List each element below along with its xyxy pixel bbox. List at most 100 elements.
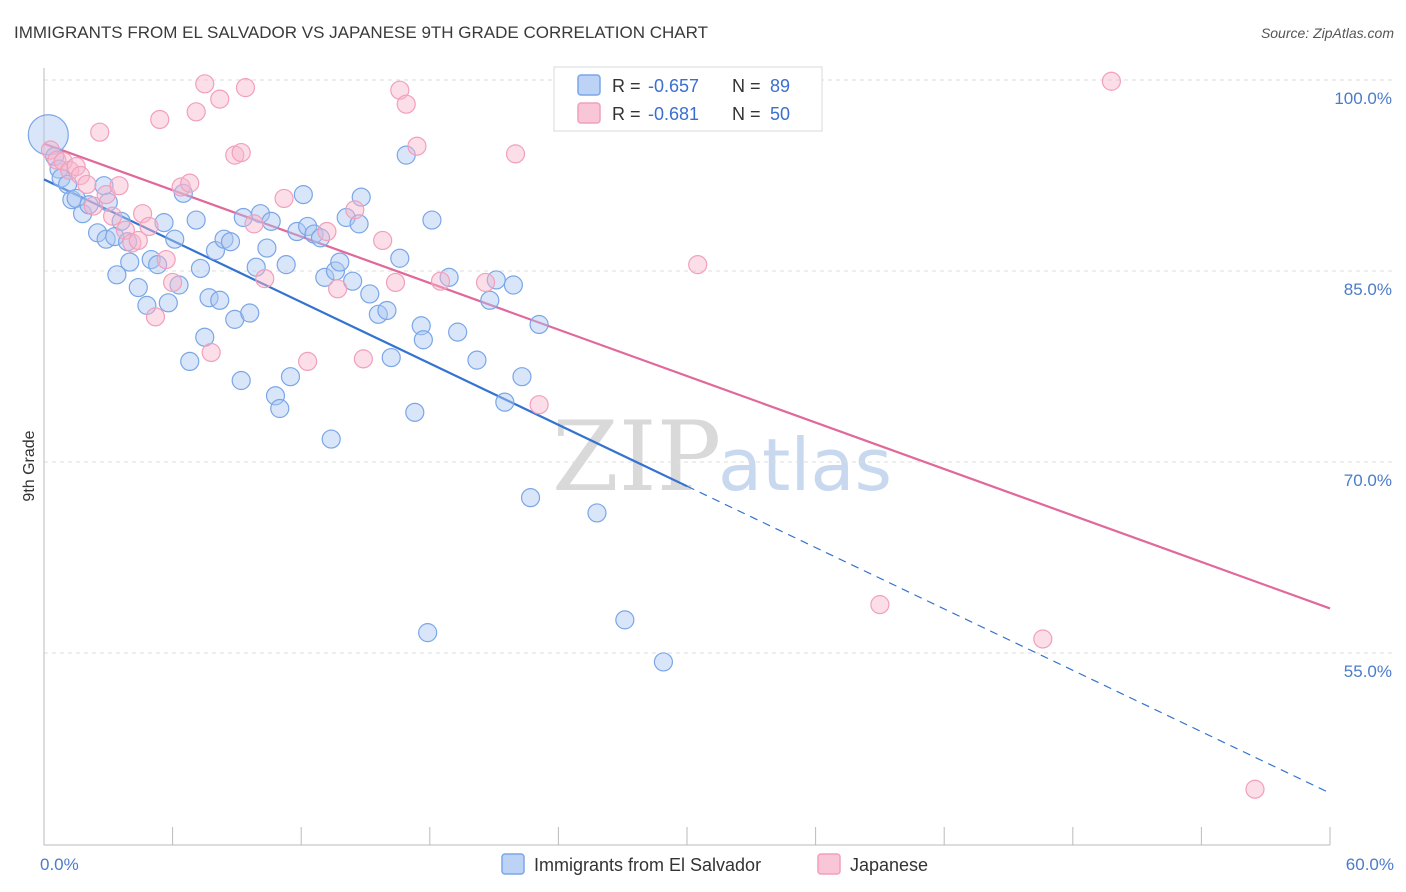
point-japanese: [407, 136, 427, 156]
point-japanese: [396, 94, 416, 114]
x-tick-label-start: 0.0%: [40, 855, 79, 874]
point-japanese: [385, 272, 406, 293]
watermark-atlas: atlas: [718, 423, 892, 507]
legend-n-label-el-salvador: N =: [732, 76, 761, 96]
point-japanese: [90, 122, 110, 142]
legend-swatch-japanese: [577, 102, 601, 124]
point-el-salvador: [261, 211, 281, 231]
point-el-salvador: [231, 370, 251, 391]
point-el-salvador: [512, 367, 532, 387]
point-japanese: [688, 255, 708, 275]
watermark-zip: ZIP: [552, 401, 721, 513]
point-japanese: [373, 230, 393, 251]
point-japanese: [1033, 629, 1053, 649]
point-japanese: [40, 140, 61, 160]
point-el-salvador: [653, 652, 674, 672]
grid: [44, 79, 1392, 654]
trend-line-el-salvador: [43, 178, 688, 488]
trend-line-el-salvador-extension: [686, 485, 1331, 794]
y-tick-label: 85.0%: [1344, 280, 1392, 299]
y-tick-label: 55.0%: [1344, 662, 1392, 681]
point-el-salvador: [330, 252, 350, 272]
point-el-salvador: [418, 623, 438, 643]
legend-r-value-japanese: -0.681: [648, 104, 699, 124]
point-el-salvador: [381, 347, 401, 368]
point-japanese: [345, 200, 365, 220]
point-japanese: [210, 89, 230, 109]
point-el-salvador: [180, 351, 200, 372]
point-el-salvador: [190, 258, 211, 279]
point-japanese: [163, 272, 183, 293]
point-japanese: [180, 173, 200, 193]
point-el-salvador: [186, 210, 206, 230]
point-el-salvador: [390, 248, 410, 268]
point-japanese: [235, 78, 256, 98]
point-japanese: [430, 271, 451, 291]
point-el-salvador: [250, 204, 271, 224]
point-el-salvador: [298, 216, 318, 237]
chart-source: Source: ZipAtlas.com: [1261, 25, 1394, 41]
point-japanese: [150, 109, 170, 130]
point-el-salvador: [343, 271, 363, 291]
legend-n-label-japanese: N =: [732, 104, 761, 124]
legend-n-value-japanese: 50: [770, 104, 790, 124]
point-el-salvador: [360, 284, 380, 304]
point-el-salvador: [210, 290, 230, 310]
point-el-salvador: [280, 367, 301, 387]
point-japanese: [128, 230, 148, 251]
point-japanese: [390, 80, 410, 100]
point-japanese: [145, 307, 166, 327]
point-el-salvador: [520, 488, 541, 508]
point-el-salvador: [220, 232, 241, 252]
point-el-salvador: [422, 210, 442, 230]
point-el-salvador: [405, 402, 425, 422]
point-el-salvador: [321, 429, 341, 449]
point-el-salvador: [448, 322, 468, 342]
trend-lines: [43, 142, 1331, 794]
y-tick-label: 100.0%: [1334, 89, 1392, 108]
point-el-salvador: [529, 314, 549, 335]
point-japanese: [231, 142, 251, 163]
point-el-salvador: [257, 238, 277, 258]
point-japanese: [102, 206, 123, 226]
point-el-salvador: [120, 252, 140, 272]
point-japanese: [1101, 71, 1121, 91]
axes: 100.0% 85.0% 70.0% 55.0% 0.0% 60.0%: [40, 68, 1394, 874]
point-japanese: [317, 221, 337, 242]
point-japanese: [255, 269, 275, 289]
point-el-salvador: [158, 293, 178, 313]
point-japanese: [505, 144, 526, 164]
point-japanese: [870, 595, 890, 615]
point-el-salvador: [615, 610, 635, 630]
bottom-legend-label-japanese: Japanese: [850, 855, 928, 875]
watermark: ZIP atlas: [552, 401, 892, 513]
top-legend: R = -0.657 N = 89 R = -0.681 N = 50: [553, 66, 823, 132]
point-japanese: [353, 349, 373, 369]
point-japanese: [244, 214, 264, 234]
point-japanese: [328, 279, 348, 299]
point-el-salvador: [240, 303, 260, 323]
point-japanese: [77, 174, 97, 195]
point-el-salvador: [413, 330, 433, 350]
point-el-salvador: [293, 185, 313, 205]
point-el-salvador: [107, 265, 127, 285]
bottom-legend-label-el-salvador: Immigrants from El Salvador: [534, 855, 761, 875]
point-el-salvador: [495, 392, 515, 412]
bottom-legend-swatch-el-salvador: [501, 853, 525, 875]
legend-r-label-el-salvador: R =: [612, 76, 641, 96]
trend-line-japanese: [43, 142, 1331, 610]
point-japanese: [195, 74, 215, 94]
point-el-salvador: [411, 316, 431, 336]
x-tick-label-end: 60.0%: [1346, 855, 1394, 874]
bottom-legend: Immigrants from El Salvador Japanese: [501, 853, 928, 875]
point-el-salvador: [480, 290, 500, 310]
point-el-salvador: [265, 386, 286, 406]
legend-r-value-el-salvador: -0.657: [648, 76, 699, 96]
point-japanese: [274, 188, 294, 209]
point-japanese: [475, 272, 496, 293]
point-japanese: [201, 342, 221, 363]
y-axis-label: 9th Grade: [21, 430, 38, 501]
point-el-salvador: [154, 213, 174, 233]
point-japanese: [109, 176, 129, 196]
